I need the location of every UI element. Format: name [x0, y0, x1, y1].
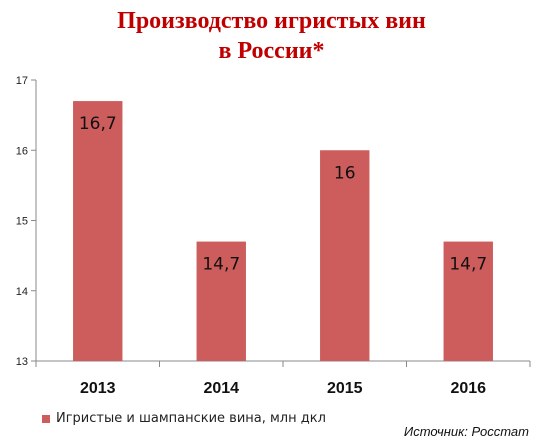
x-category-label: 2015 — [327, 380, 363, 397]
legend: Игристые и шампанские вина, млн дкл — [42, 411, 326, 426]
data-label: 16 — [334, 163, 356, 183]
bar — [73, 101, 123, 361]
bar — [443, 241, 493, 361]
data-label: 14,7 — [449, 255, 487, 275]
source-note: Источник: Росстат — [403, 424, 529, 439]
chart-title-line1: Производство игристых вин — [117, 8, 426, 34]
chart-title-line2: в России* — [218, 38, 325, 64]
y-tick-label: 14 — [16, 286, 28, 298]
y-tick-label: 16 — [16, 145, 28, 157]
x-category-label: 2016 — [450, 380, 486, 397]
legend-label: Игристые и шампанские вина, млн дкл — [56, 411, 326, 426]
x-category-label: 2013 — [80, 380, 116, 397]
y-tick-label: 13 — [16, 356, 28, 368]
chart-title: Производство игристых вин в России* — [0, 6, 543, 66]
bar — [196, 241, 246, 361]
data-label: 14,7 — [202, 255, 240, 275]
y-tick-label: 17 — [16, 75, 28, 87]
x-category-label: 2014 — [203, 380, 239, 397]
y-tick-label: 15 — [16, 216, 28, 228]
legend-swatch — [42, 414, 50, 423]
bar — [320, 150, 370, 361]
data-label: 16,7 — [79, 114, 117, 134]
